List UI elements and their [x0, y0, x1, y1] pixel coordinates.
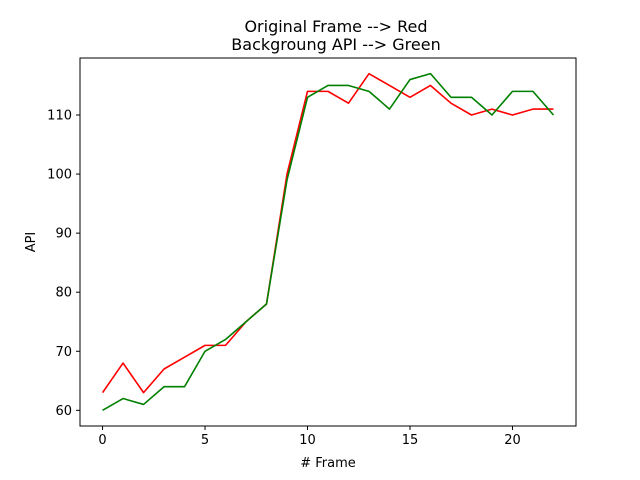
- x-axis-label: # Frame: [300, 456, 356, 471]
- chart-title-line-1: Original Frame --> Red: [244, 17, 427, 36]
- x-tick-label: 0: [98, 433, 106, 448]
- y-tick-label: 70: [55, 345, 72, 360]
- y-tick-label: 100: [47, 168, 72, 183]
- x-tick-label: 15: [402, 433, 419, 448]
- y-axis-label: API: [24, 232, 39, 253]
- y-tick-label: 110: [47, 109, 72, 124]
- x-tick-label: 5: [201, 433, 209, 448]
- y-tick-label: 80: [55, 286, 72, 301]
- plot-frame: [79, 57, 577, 427]
- y-axis-ticks: 60 70 80 90 100 110: [47, 109, 80, 419]
- y-tick-label: 90: [55, 227, 72, 242]
- chart-title-line-2: Backgroung API --> Green: [231, 35, 440, 54]
- x-axis-ticks: 0 5 10 15 20: [98, 426, 521, 448]
- x-tick-label: 10: [299, 433, 316, 448]
- x-tick-label: 20: [504, 433, 521, 448]
- chart-title: Original Frame --> Red Backgroung API --…: [231, 17, 440, 54]
- series-layer: [101, 72, 555, 412]
- y-tick-label: 60: [55, 404, 72, 419]
- plot-area: [80, 58, 576, 426]
